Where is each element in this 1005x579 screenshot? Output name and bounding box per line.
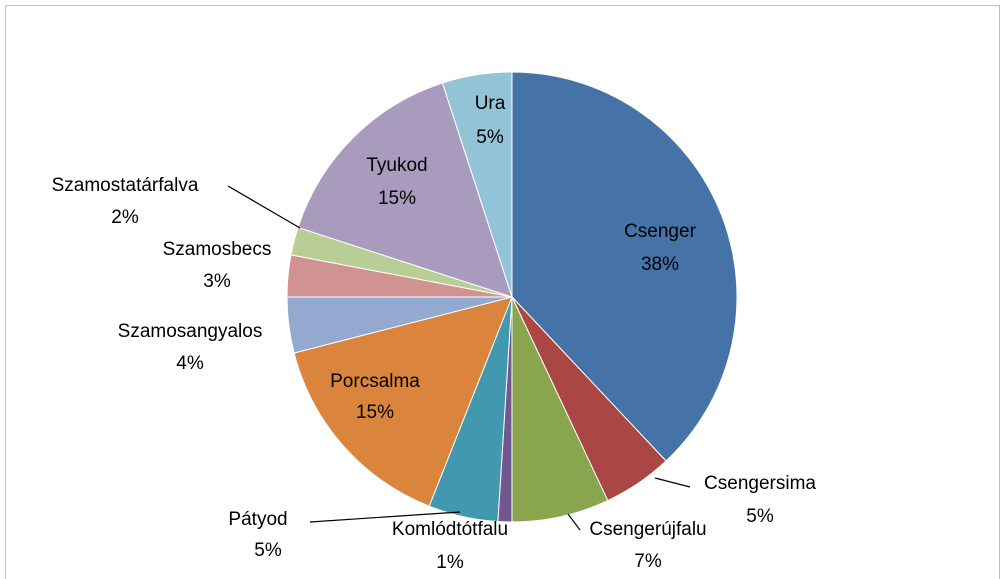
slice-label: Ura (475, 93, 506, 114)
slice-label: Tyukod (366, 155, 427, 176)
pie-slice (441, 71, 513, 298)
leader-line (567, 513, 581, 531)
leader-line (309, 511, 461, 523)
slice-value-label: 3% (203, 271, 231, 292)
slice-value-label: 4% (176, 353, 204, 374)
pie-slice (511, 71, 738, 462)
slice-label: Csenger (624, 221, 696, 242)
slice-label: Csengerújfalu (589, 519, 706, 540)
slice-value-label: 38% (641, 254, 679, 275)
slice-label: Csengersima (704, 473, 816, 494)
slice-label: Komlódtótfalu (392, 519, 508, 540)
slice-label: Szamosangyalos (118, 321, 263, 342)
leader-line (227, 185, 301, 229)
slice-value-label: 5% (254, 540, 282, 561)
leader-line (654, 477, 691, 488)
slice-value-label: 5% (476, 127, 504, 148)
pie-slice (297, 82, 513, 298)
pie-slice (293, 296, 513, 507)
slice-label: Szamosbecs (163, 239, 272, 260)
slice-value-label: 15% (378, 188, 416, 209)
slice-label: Porcsalma (330, 371, 420, 392)
slice-value-label: 7% (634, 551, 662, 572)
slice-value-label: 5% (746, 506, 774, 527)
slice-value-label: 1% (436, 552, 464, 573)
slice-label: Szamostatárfalva (52, 175, 199, 196)
slice-value-label: 15% (356, 402, 394, 423)
slice-value-label: 2% (111, 207, 139, 228)
slice-label: Pátyod (228, 509, 287, 530)
